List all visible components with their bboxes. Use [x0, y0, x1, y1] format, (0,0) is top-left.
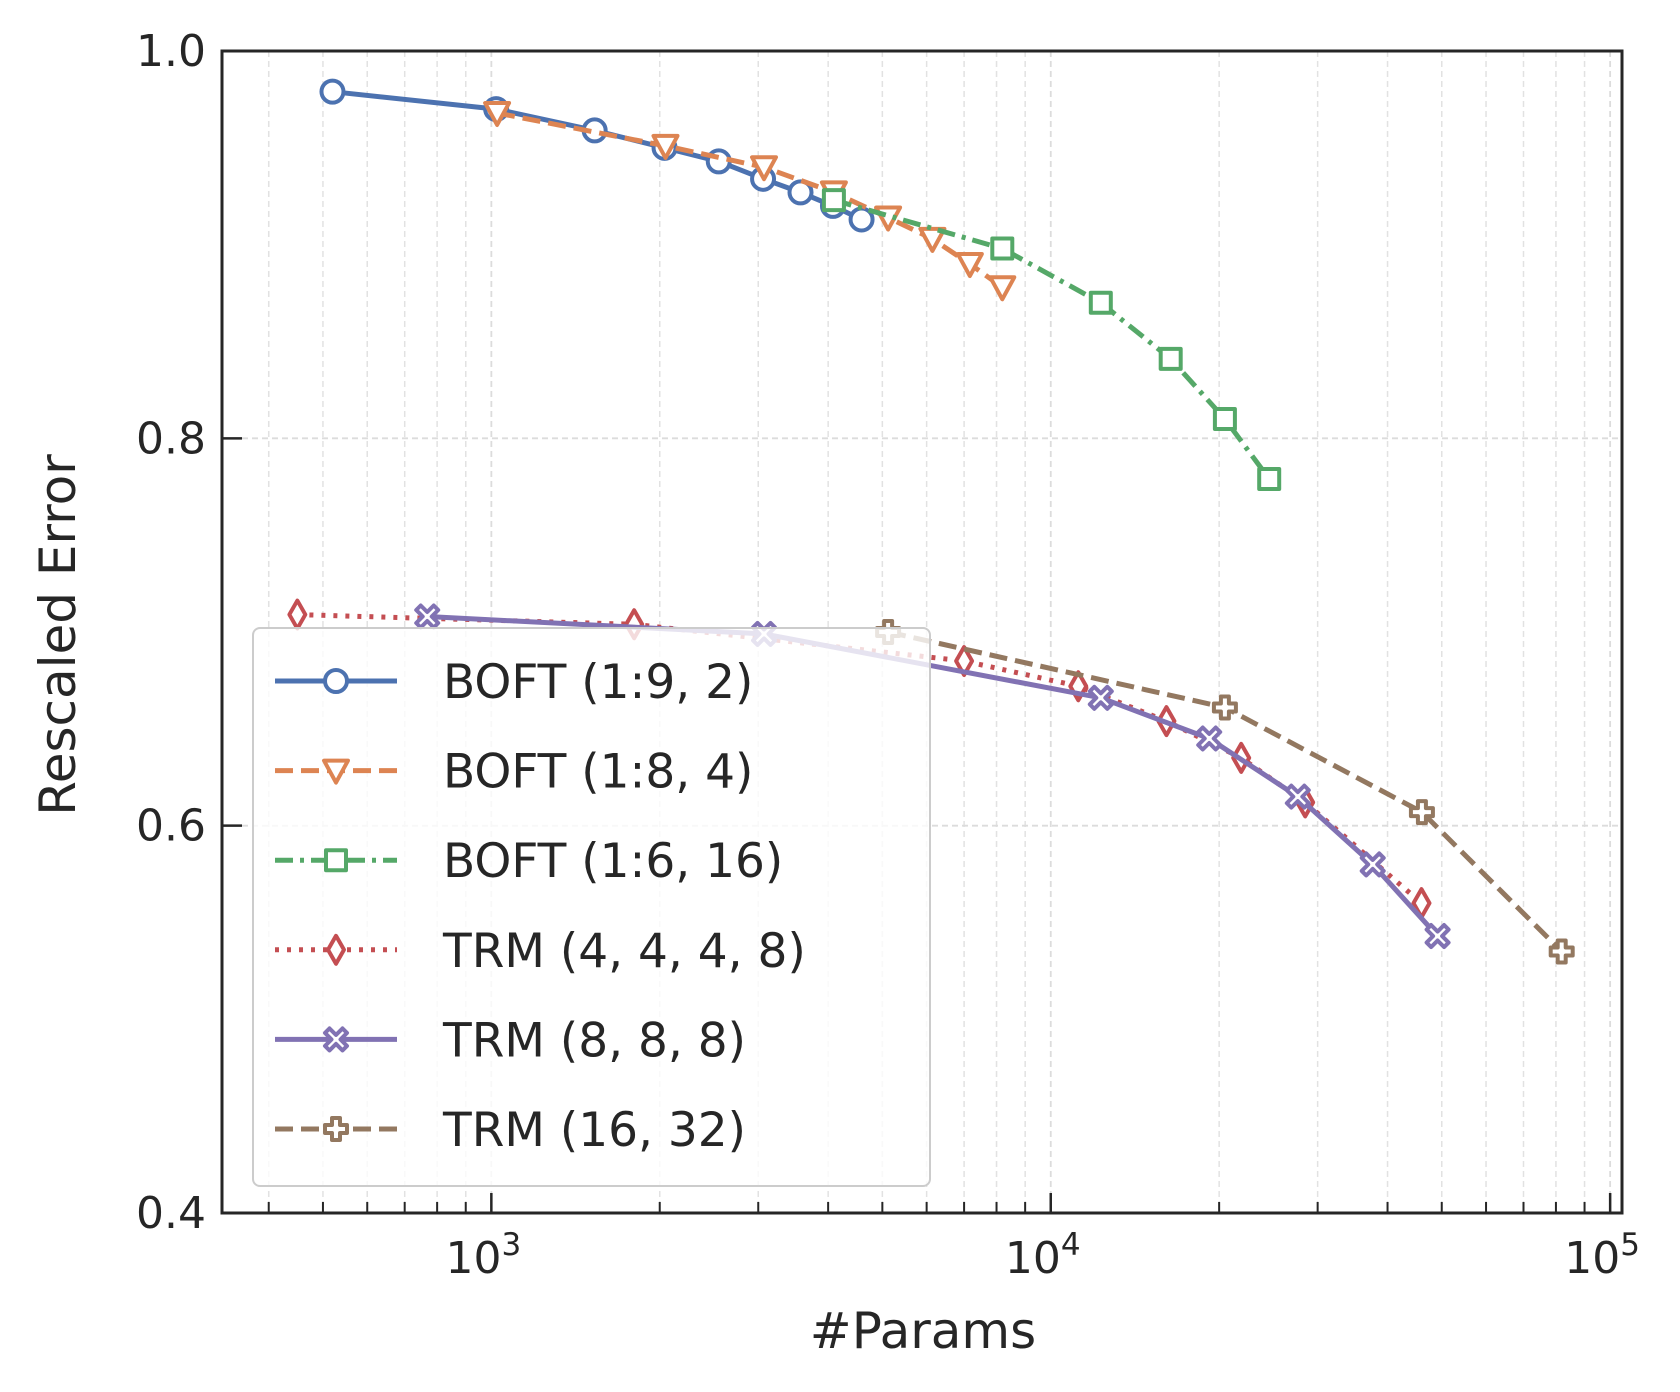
- marker-triangle: [651, 133, 680, 160]
- marker-square: [324, 848, 348, 873]
- marker-triangle: [750, 155, 779, 182]
- legend-box: [252, 627, 931, 1187]
- marker-x: [1359, 851, 1386, 878]
- legend-label: BOFT (1:6, 16): [443, 834, 783, 889]
- y-tick-label: 0.8: [136, 413, 206, 464]
- marker-x: [1424, 923, 1451, 950]
- marker-diamond: [954, 645, 975, 678]
- legend-label: TRM (4, 4, 4, 8): [442, 924, 806, 979]
- legend-entry: TRM (16, 32): [275, 1103, 746, 1158]
- series-line: [887, 629, 1564, 954]
- series-line: [496, 110, 1004, 290]
- marker-plus: [1548, 938, 1575, 965]
- marker-square: [821, 188, 846, 213]
- y-tick-label: 1.0: [136, 26, 206, 77]
- legend-label: TRM (16, 32): [442, 1103, 746, 1158]
- marker-triangle: [988, 275, 1017, 302]
- marker-circle: [319, 78, 346, 105]
- series-2: [483, 100, 1017, 302]
- marker-square: [1088, 290, 1113, 315]
- marker-triangle: [955, 252, 984, 279]
- marker-triangle: [483, 100, 512, 127]
- x-tick-label: 103: [445, 1227, 521, 1284]
- marker-plus: [1408, 799, 1435, 826]
- y-tick-label: 0.6: [136, 801, 206, 852]
- marker-x: [1087, 684, 1114, 711]
- marker-plus: [323, 1116, 349, 1142]
- marker-x: [1284, 783, 1311, 810]
- marker-circle: [323, 668, 349, 694]
- marker-triangle: [322, 758, 350, 785]
- marker-x: [414, 603, 441, 630]
- marker-square: [1212, 406, 1237, 431]
- plot-frame: [220, 49, 1624, 1215]
- marker-plus: [1211, 694, 1238, 721]
- legend: BOFT (1:9, 2) BOFT (1:8, 4) BOFT (1:6, 16)…: [252, 627, 931, 1187]
- x-tick-label: 105: [1564, 1227, 1640, 1284]
- marker-x: [323, 1026, 349, 1053]
- legend-label: TRM (8, 8, 8): [442, 1013, 746, 1068]
- marker-triangle: [918, 226, 947, 253]
- legend-entry: BOFT (1:8, 4): [275, 745, 753, 800]
- legend-entry: TRM (4, 4, 4, 8): [275, 924, 806, 979]
- marker-diamond: [326, 933, 346, 966]
- marker-square: [1158, 346, 1183, 371]
- marker-x: [1196, 725, 1223, 752]
- y-tick-label: 0.4: [136, 1188, 206, 1239]
- legend-entry: BOFT (1:6, 16): [275, 834, 783, 889]
- x-tick-label: 104: [1005, 1227, 1081, 1284]
- legend-label: BOFT (1:8, 4): [443, 745, 753, 800]
- marker-square: [1257, 467, 1282, 492]
- legend-entry: BOFT (1:9, 2): [275, 655, 753, 710]
- x-axis-label: #Params: [810, 1302, 1036, 1360]
- marker-circle: [787, 179, 814, 206]
- y-axis-label: Rescaled Error: [29, 454, 87, 816]
- series-3: [821, 188, 1282, 492]
- marker-square: [990, 236, 1015, 261]
- legend-entry: TRM (8, 8, 8): [275, 1013, 746, 1068]
- axes: 103 104 105 0.4 0.6 0.8 1.0: [136, 26, 1640, 1284]
- legend-label: BOFT (1:9, 2): [443, 655, 753, 710]
